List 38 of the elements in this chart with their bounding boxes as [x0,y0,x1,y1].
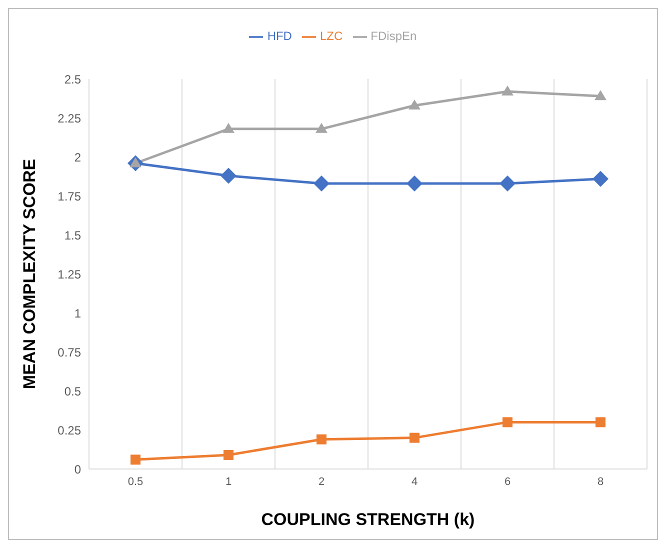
x-axis-title: COUPLING STRENGTH (k) [261,510,475,529]
x-tick-label: 8 [597,476,604,488]
point [410,432,420,443]
legend-label: FDispEn [370,29,417,43]
y-axis-title: MEAN COMPLEXITY SCORE [20,158,40,390]
point [594,90,606,100]
legend-label: LZC [320,29,343,43]
y-tick-label: 2 [74,150,82,164]
point [408,100,420,110]
x-tick-label: 2 [318,476,325,488]
point [596,417,606,428]
y-tick-label: 1.75 [58,189,82,204]
point [316,434,326,444]
y-tick-label: 1.25 [58,267,82,282]
point [502,417,512,428]
y-tick-label: 1 [74,306,82,320]
point [220,168,236,184]
y-tick-label: 0.75 [58,345,82,360]
x-tick-label: 0.5 [128,476,144,488]
y-tick-label: 1.5 [64,228,82,242]
x-tick-label: 4 [411,476,418,488]
legend-label: HFD [267,29,292,43]
x-tick-label: 1 [225,476,232,488]
point [500,176,516,192]
y-tick-label: 2.25 [58,111,82,126]
point [314,176,330,192]
y-tick-label: 2.5 [64,72,82,86]
point [130,454,140,465]
y-tick-label: 0.25 [58,423,82,438]
y-tick-label: 0 [74,462,82,476]
point [592,170,608,187]
y-tick-label: 0.5 [64,384,82,398]
point [222,122,234,133]
point [406,176,422,192]
point [316,122,328,133]
point [224,450,234,460]
x-tick-label: 6 [504,476,511,488]
point [502,85,514,96]
